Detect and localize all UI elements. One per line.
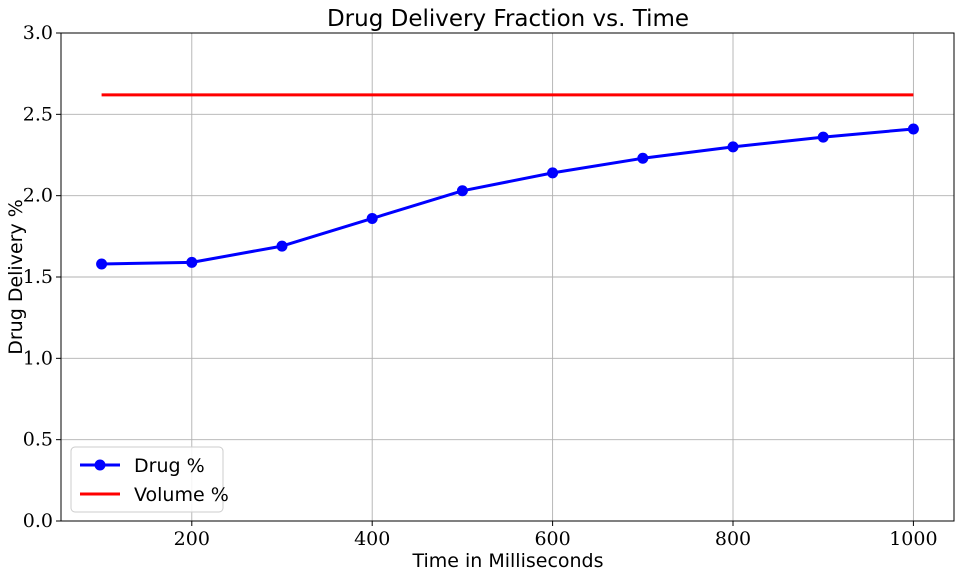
drug-data-point — [637, 152, 649, 164]
chart-title: Drug Delivery Fraction vs. Time — [327, 6, 689, 32]
y-tick-label: 1.0 — [23, 347, 53, 369]
x-tick-label: 200 — [174, 528, 210, 550]
legend-box — [70, 446, 224, 513]
drug-data-point — [456, 185, 468, 197]
y-tick-label: 2.0 — [23, 185, 53, 207]
drug-data-point — [727, 141, 739, 153]
x-tick-label: 800 — [715, 528, 751, 550]
drug-data-point — [907, 123, 919, 135]
x-tick-label: 400 — [354, 528, 390, 550]
y-tick-label: 0.5 — [23, 429, 53, 451]
y-tick-label: 0.0 — [23, 510, 53, 532]
y-tick-label: 2.5 — [23, 103, 53, 125]
drug-data-point — [96, 258, 108, 270]
y-axis-label: Drug Delivery % — [5, 199, 27, 355]
legend: Drug % Volume % — [70, 446, 229, 513]
drug-data-point — [547, 167, 559, 179]
drug-data-point — [186, 256, 198, 268]
drug-data-point — [276, 240, 288, 252]
drug-data-point — [366, 212, 378, 224]
legend-drug-marker — [94, 459, 106, 471]
drug-series-line — [101, 127, 914, 266]
x-tick-label: 1000 — [889, 528, 937, 550]
x-tick-label: 600 — [534, 528, 570, 550]
plot-series — [96, 93, 919, 270]
legend-volume-label: Volume % — [134, 484, 229, 506]
legend-drug-label: Drug % — [134, 455, 205, 477]
y-tick-label: 1.5 — [23, 266, 53, 288]
x-axis-label: Time in Milliseconds — [411, 550, 603, 572]
y-tick-label: 3.0 — [23, 22, 53, 44]
drug-data-point — [817, 131, 829, 143]
axis-ticks: 200 400 600 800 1000 0.0 0.5 1.0 1.5 2.0 2.5 3.0 — [23, 22, 938, 550]
